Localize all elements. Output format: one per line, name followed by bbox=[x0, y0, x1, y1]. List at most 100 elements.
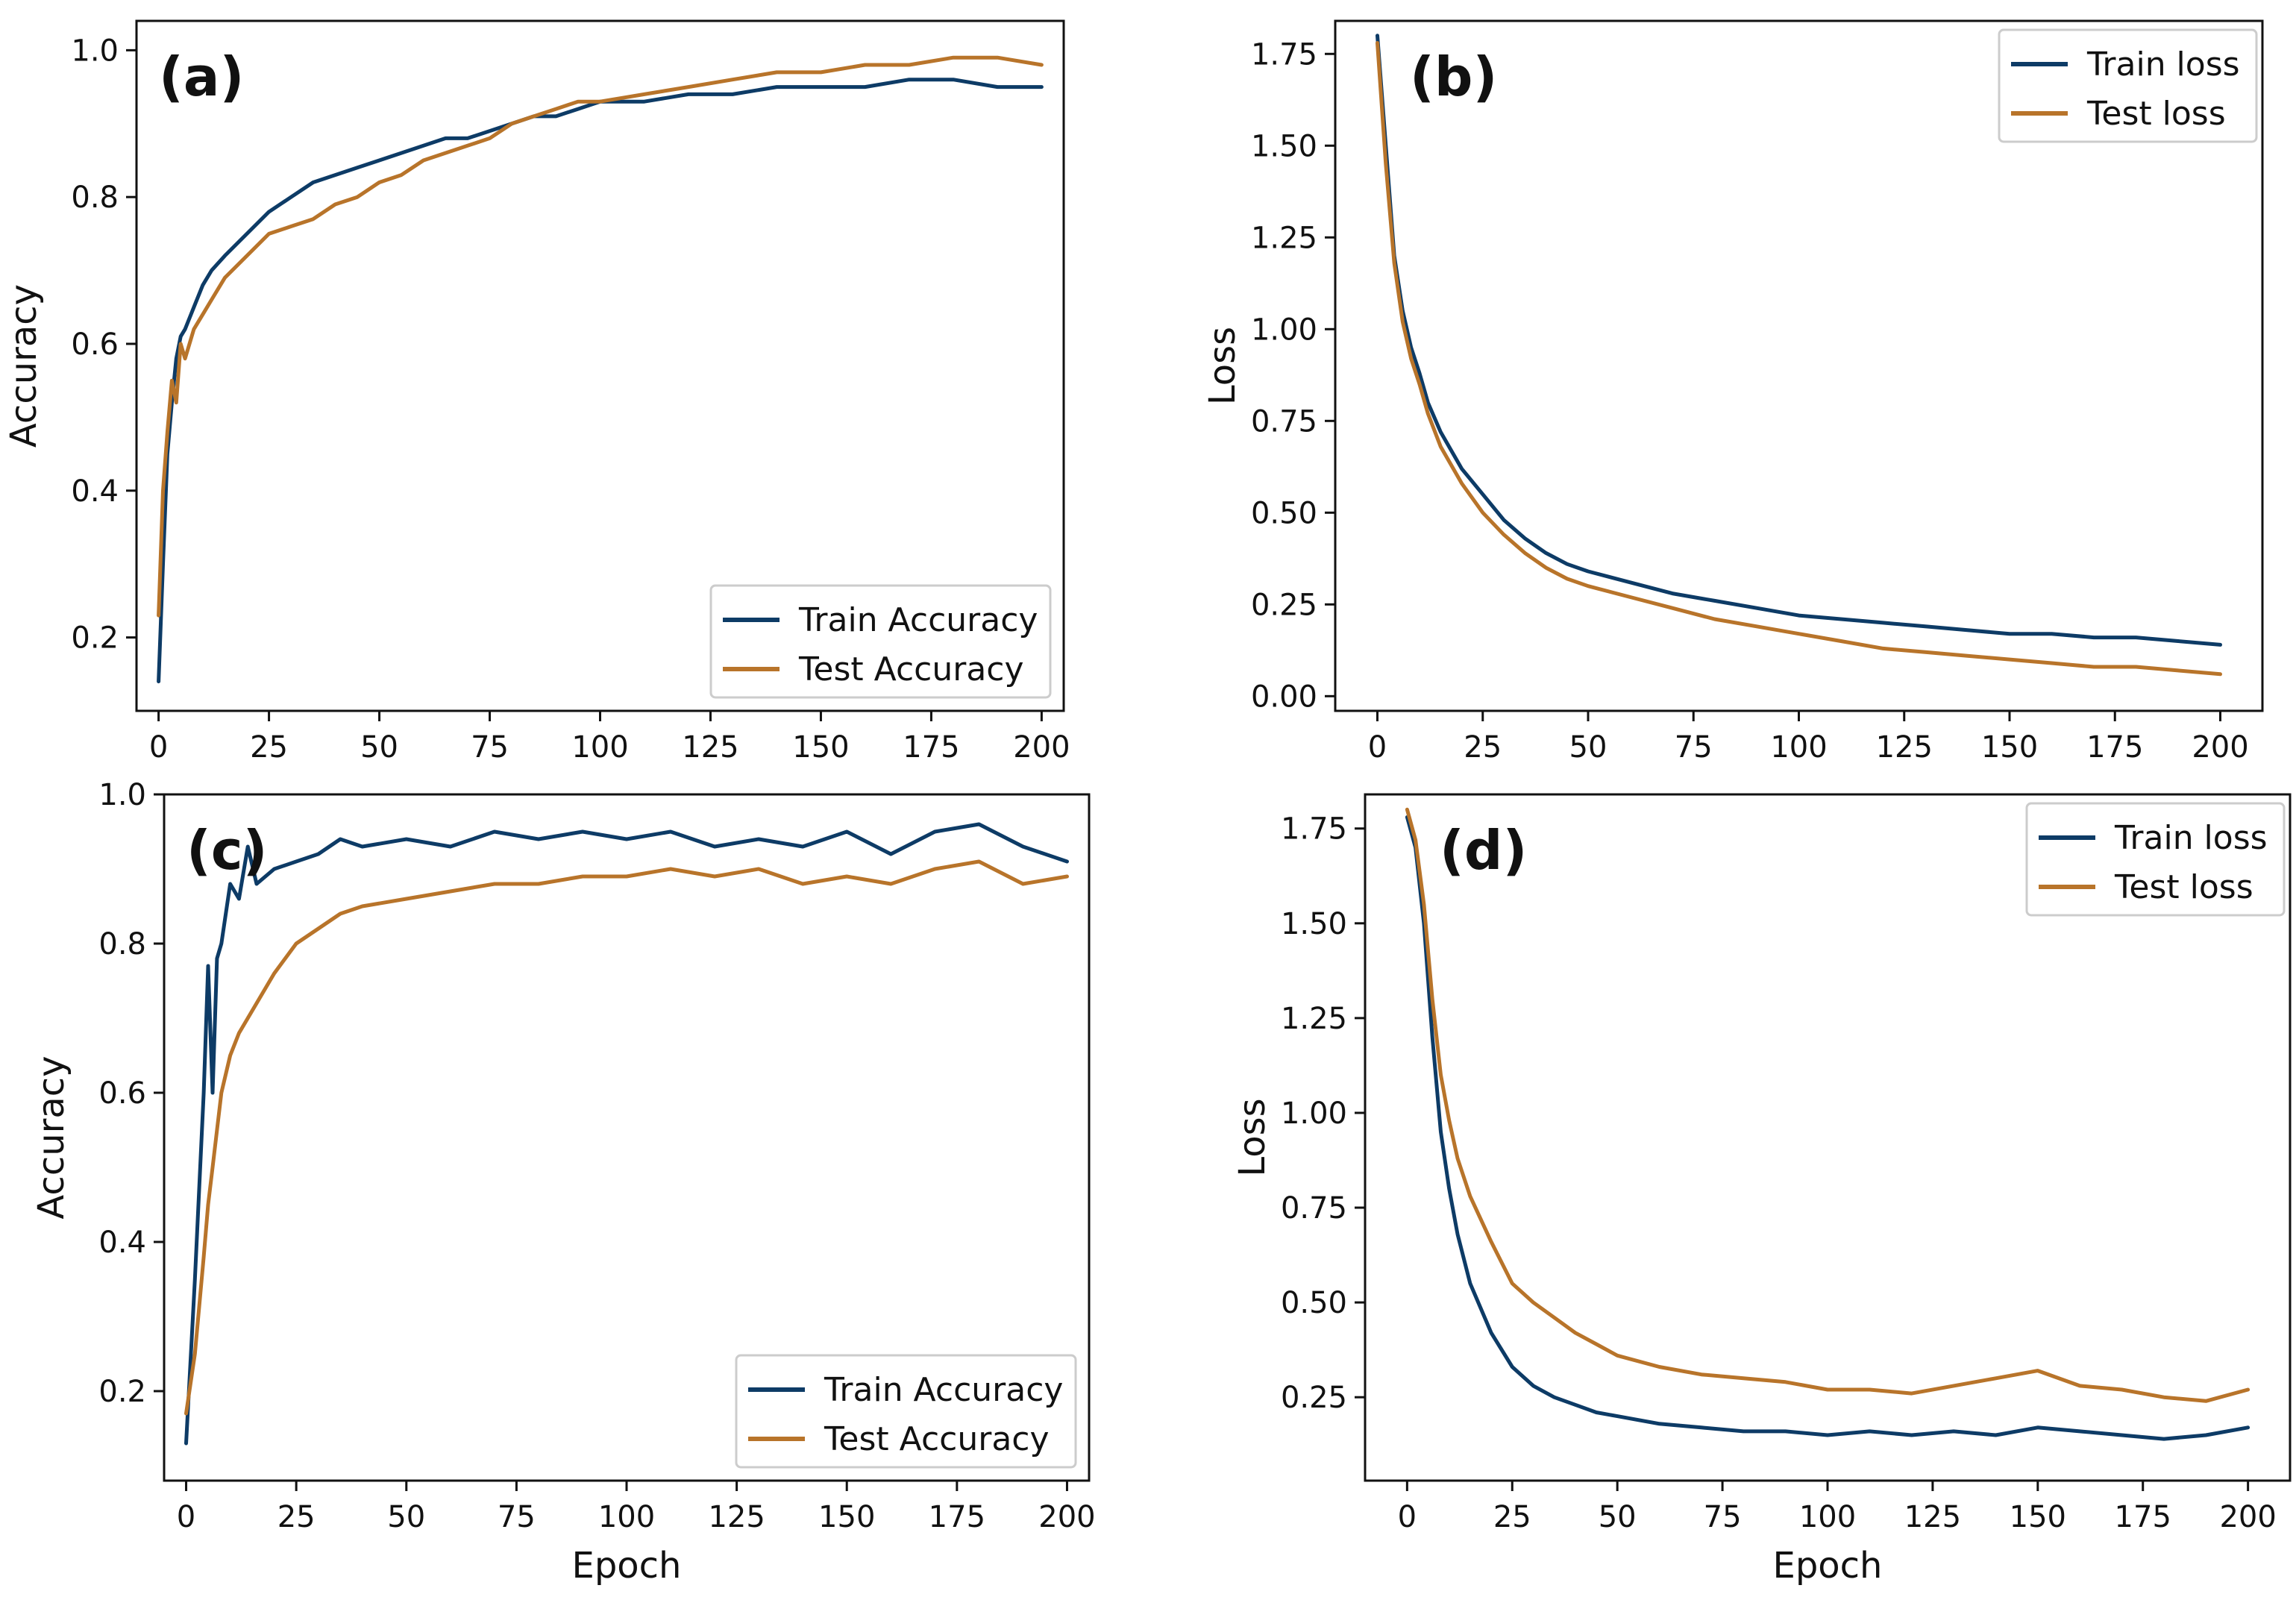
panel-a-ytick-label-1: 0.4 bbox=[71, 474, 119, 509]
panel-c-ytick-label-3: 0.8 bbox=[98, 927, 146, 961]
panel-d-series-train-line bbox=[1405, 815, 2250, 1441]
panel-b-legend-test-label: Test loss bbox=[2086, 95, 2226, 133]
panel-d-ytick-label-0: 0.25 bbox=[1281, 1381, 1347, 1415]
panel-a-ytick-label-0: 0.2 bbox=[71, 621, 119, 656]
panel-b-series bbox=[1376, 34, 2222, 677]
panel-b-legend: Train loss Test loss bbox=[1998, 28, 2258, 143]
panel-c-xtick-label-7: 175 bbox=[929, 1500, 985, 1534]
panel-c-series bbox=[184, 822, 1069, 1446]
panel-a-legend: Train Accuracy Test Accuracy bbox=[709, 584, 1052, 699]
panel-b-xtick-label-8: 200 bbox=[2192, 730, 2248, 765]
panel-c-xtick-label-2: 50 bbox=[387, 1500, 425, 1534]
panel-c-legend: Train Accuracy Test Accuracy bbox=[735, 1354, 1077, 1469]
panel-d-xtick-label-5: 125 bbox=[1904, 1500, 1961, 1534]
panel-d-legend: Train loss Test loss bbox=[2025, 802, 2286, 917]
panel-c-legend-train-label: Train Accuracy bbox=[824, 1371, 1063, 1409]
panel-a-series-test-line bbox=[157, 55, 1044, 618]
panel-d-ylabel: Loss bbox=[1232, 1098, 1273, 1176]
panel-c-xtick-label-6: 150 bbox=[818, 1500, 875, 1534]
panel-c-xtick-label-4: 100 bbox=[598, 1500, 655, 1534]
panel-a-legend-train-label: Train Accuracy bbox=[798, 601, 1038, 639]
panel-c-xtick-label-5: 125 bbox=[708, 1500, 765, 1534]
panel-a-label: (a) bbox=[159, 46, 244, 108]
panel-c-series-train-line bbox=[184, 822, 1069, 1446]
panel-a-legend-box bbox=[709, 584, 1052, 699]
panel-d-xtick-label-4: 100 bbox=[1799, 1500, 1856, 1534]
panel-d-ytick-label-5: 1.50 bbox=[1281, 907, 1347, 941]
panel-b-ytick-label-4: 1.00 bbox=[1251, 313, 1317, 347]
panel-c-ytick-label-1: 0.4 bbox=[98, 1226, 146, 1260]
panel-c-xlabel: Epoch bbox=[572, 1545, 682, 1587]
panel-b-xtick-label-3: 75 bbox=[1675, 730, 1713, 765]
panel-a: 0 25 50 75 100 125 150 175 200 0.2 0.4 0.6 0.8 1.0 (a… bbox=[3, 19, 1070, 765]
panel-a-xtick-label-7: 175 bbox=[903, 730, 959, 765]
panel-b-series-train-line bbox=[1376, 34, 2222, 647]
panel-a-xtick-label-4: 100 bbox=[571, 730, 628, 765]
panel-d-label: (d) bbox=[1440, 819, 1527, 882]
panel-c-series-test-line bbox=[184, 859, 1069, 1416]
panel-a-series bbox=[157, 55, 1044, 684]
panel-d-xtick-label-1: 25 bbox=[1493, 1500, 1531, 1534]
panel-b-xtick-label-5: 125 bbox=[1876, 730, 1933, 765]
panel-d-xtick-label-2: 50 bbox=[1599, 1500, 1637, 1534]
panel-d-xtick-label-8: 200 bbox=[2219, 1500, 2276, 1534]
panel-c-ylabel: Accuracy bbox=[31, 1055, 72, 1219]
panel-c-ytick-label-4: 1.0 bbox=[98, 778, 146, 812]
panel-d-ytick-label-1: 0.50 bbox=[1281, 1286, 1347, 1320]
panel-d-ytick-label-2: 0.75 bbox=[1281, 1191, 1347, 1226]
panel-d-legend-train-label: Train loss bbox=[2114, 819, 2268, 857]
panel-c-ytick-label-2: 0.6 bbox=[98, 1076, 146, 1111]
panel-b-xtick-label-6: 150 bbox=[1981, 730, 2038, 765]
panel-a-xtick-label-3: 75 bbox=[471, 730, 509, 765]
panel-c-legend-test-label: Test Accuracy bbox=[824, 1420, 1050, 1458]
panel-d-series bbox=[1405, 807, 2250, 1441]
panel-a-xtick-label-2: 50 bbox=[360, 730, 398, 765]
panel-b-ytick-label-1: 0.25 bbox=[1251, 588, 1317, 622]
panel-d: 0 25 50 75 100 125 150 175 200 0.25 0.50 0.75 1.00 1.… bbox=[1232, 793, 2292, 1587]
panel-a-xtick-label-5: 125 bbox=[682, 730, 738, 765]
panel-b-xtick-label-4: 100 bbox=[1770, 730, 1827, 765]
panel-d-legend-test-label: Test loss bbox=[2114, 868, 2253, 906]
panel-c-ytick-label-0: 0.2 bbox=[98, 1375, 146, 1409]
panel-c-legend-box bbox=[735, 1354, 1077, 1469]
panel-a-legend-test-label: Test Accuracy bbox=[798, 650, 1024, 688]
panel-b-ytick-label-2: 0.50 bbox=[1251, 496, 1317, 530]
panel-b-ylabel: Loss bbox=[1202, 327, 1243, 405]
panel-b-xtick-label-7: 175 bbox=[2086, 730, 2143, 765]
panel-d-ytick-label-3: 1.00 bbox=[1281, 1096, 1347, 1131]
panel-d-series-test-line bbox=[1405, 807, 2250, 1403]
panel-b-xtick-label-0: 0 bbox=[1368, 730, 1387, 765]
panel-b-ytick-label-7: 1.75 bbox=[1251, 37, 1317, 72]
panel-b-label: (b) bbox=[1410, 46, 1497, 108]
panel-a-ytick-label-3: 0.8 bbox=[71, 181, 119, 215]
panel-b: 0 25 50 75 100 125 150 175 200 0.00 0.25 0.50 0.75 1.… bbox=[1202, 19, 2264, 765]
panel-b-legend-train-label: Train loss bbox=[2086, 46, 2240, 84]
panel-a-xtick-label-8: 200 bbox=[1013, 730, 1070, 765]
panel-a-xtick-label-6: 150 bbox=[792, 730, 849, 765]
panel-c-xtick-label-3: 75 bbox=[498, 1500, 536, 1534]
panel-c-xtick-label-0: 0 bbox=[177, 1500, 195, 1534]
panel-b-ytick-label-5: 1.25 bbox=[1251, 221, 1317, 255]
panel-d-xtick-label-3: 75 bbox=[1704, 1500, 1742, 1534]
panel-d-xlabel: Epoch bbox=[1773, 1545, 1883, 1587]
panel-d-ytick-label-6: 1.75 bbox=[1281, 812, 1347, 847]
panel-c-xtick-label-1: 25 bbox=[277, 1500, 316, 1534]
panel-d-xtick-label-6: 150 bbox=[2010, 1500, 2066, 1534]
panel-a-ylabel: Accuracy bbox=[3, 284, 45, 448]
panel-a-xtick-label-0: 0 bbox=[149, 730, 168, 765]
panel-a-ytick-label-4: 1.0 bbox=[71, 34, 119, 68]
panel-d-xtick-label-7: 175 bbox=[2115, 1500, 2171, 1534]
panel-c-xtick-label-8: 200 bbox=[1038, 1500, 1095, 1534]
panel-d-ytick-label-4: 1.25 bbox=[1281, 1002, 1347, 1036]
panel-b-xtick-label-1: 25 bbox=[1464, 730, 1502, 765]
panel-c-label: (c) bbox=[186, 819, 268, 882]
panel-b-series-test-line bbox=[1376, 41, 2222, 677]
panel-d-xtick-label-0: 0 bbox=[1398, 1500, 1417, 1534]
panel-a-xtick-label-1: 25 bbox=[250, 730, 288, 765]
panel-b-ytick-label-0: 0.00 bbox=[1251, 680, 1317, 714]
panel-a-series-train-line bbox=[157, 78, 1044, 684]
panel-a-ytick-label-2: 0.6 bbox=[71, 327, 119, 362]
panel-b-ytick-label-6: 1.50 bbox=[1251, 129, 1317, 163]
